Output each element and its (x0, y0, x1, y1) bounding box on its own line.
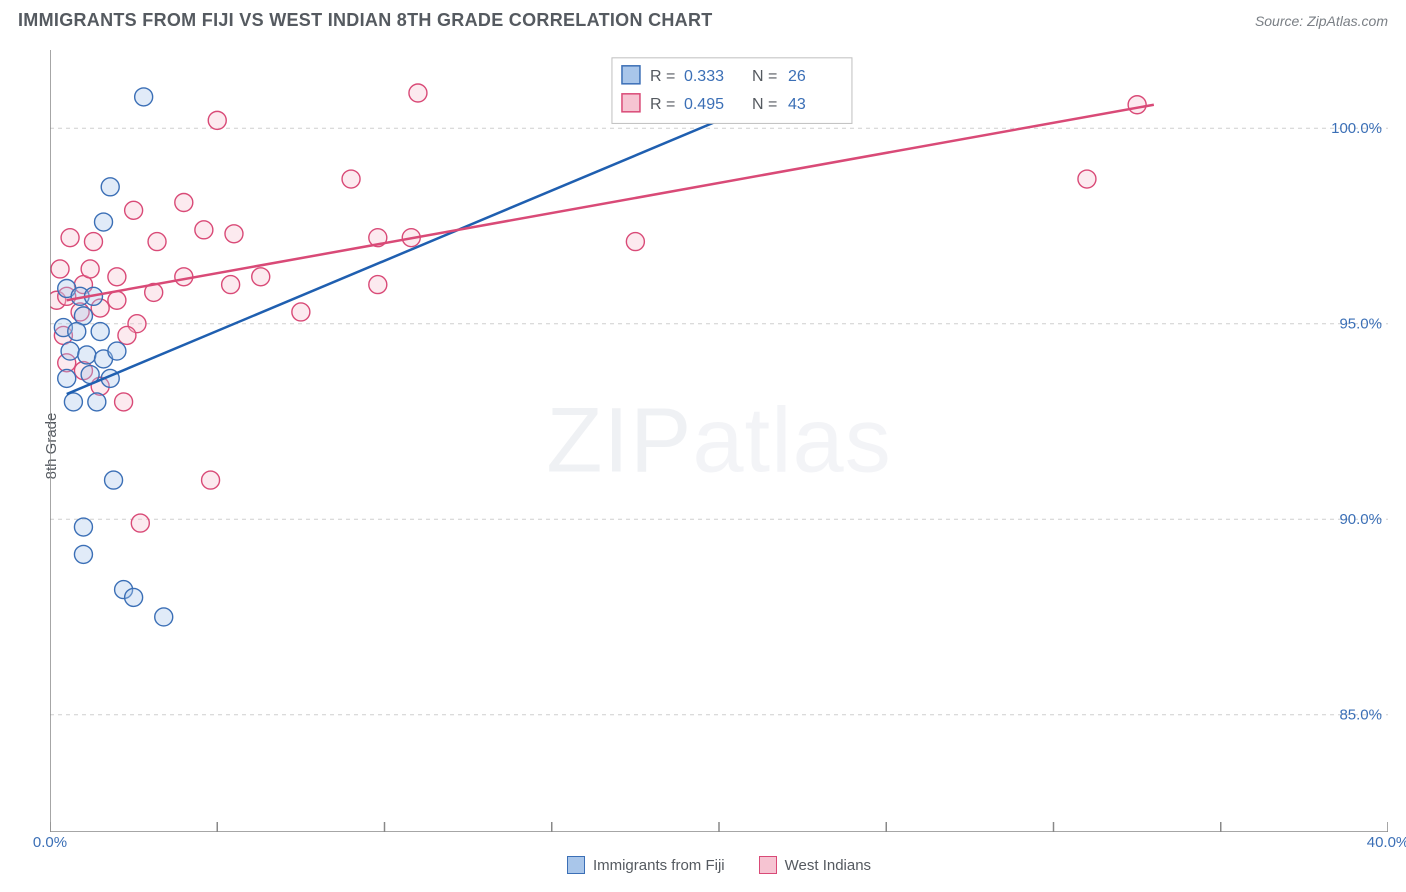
svg-text:95.0%: 95.0% (1339, 316, 1382, 333)
data-point (292, 303, 310, 321)
data-point (175, 193, 193, 211)
data-point (225, 225, 243, 243)
data-point (61, 342, 79, 360)
bottom-legend: Immigrants from Fiji West Indians (50, 856, 1388, 874)
legend-item-west-indians: West Indians (759, 856, 871, 874)
data-point (78, 346, 96, 364)
data-point (84, 233, 102, 251)
data-point (118, 326, 136, 344)
data-point (1078, 170, 1096, 188)
data-point (202, 471, 220, 489)
legend-swatch-fiji (567, 856, 585, 874)
data-point (626, 233, 644, 251)
data-point (68, 323, 86, 341)
x-tick-label: 0.0% (33, 834, 67, 851)
svg-text:R =: R = (650, 96, 675, 113)
x-tick-label: 40.0% (1367, 834, 1406, 851)
corr-swatch (622, 66, 640, 84)
source-attribution: Source: ZipAtlas.com (1255, 13, 1388, 29)
data-point (409, 84, 427, 102)
data-point (74, 518, 92, 536)
data-point (95, 213, 113, 231)
data-point (131, 514, 149, 532)
data-point (135, 88, 153, 106)
data-point (1128, 96, 1146, 114)
data-point (61, 229, 79, 247)
data-point (195, 221, 213, 239)
corr-swatch (622, 94, 640, 112)
data-point (222, 276, 240, 294)
data-point (51, 260, 69, 278)
data-point (108, 342, 126, 360)
data-point (175, 268, 193, 286)
data-point (64, 393, 82, 411)
chart-title: IMMIGRANTS FROM FIJI VS WEST INDIAN 8TH … (18, 10, 713, 31)
trend-line (67, 105, 1154, 300)
legend-label-fiji: Immigrants from Fiji (593, 857, 725, 874)
data-point (81, 260, 99, 278)
data-point (208, 111, 226, 129)
data-point (101, 178, 119, 196)
data-point (148, 233, 166, 251)
data-point (108, 268, 126, 286)
svg-text:90.0%: 90.0% (1339, 511, 1382, 528)
svg-text:26: 26 (788, 68, 806, 85)
legend-label-west-indians: West Indians (785, 857, 871, 874)
chart-area: 85.0% 90.0% 95.0% 100.0% R = 0.333 N = 26 R = 0.… (50, 50, 1388, 832)
data-point (105, 471, 123, 489)
data-point (88, 393, 106, 411)
svg-text:43: 43 (788, 96, 806, 113)
svg-text:N =: N = (752, 96, 777, 113)
data-point (252, 268, 270, 286)
scatter-chart-svg: 85.0% 90.0% 95.0% 100.0% R = 0.333 N = 26 R = 0.… (50, 50, 1388, 832)
data-point (115, 393, 133, 411)
svg-text:R =: R = (650, 68, 675, 85)
svg-text:0.495: 0.495 (684, 96, 724, 113)
legend-swatch-west-indians (759, 856, 777, 874)
legend-item-fiji: Immigrants from Fiji (567, 856, 725, 874)
data-point (74, 545, 92, 563)
data-point (108, 291, 126, 309)
data-point (125, 201, 143, 219)
svg-text:N =: N = (752, 68, 777, 85)
data-point (155, 608, 173, 626)
svg-text:100.0%: 100.0% (1331, 120, 1382, 137)
data-point (91, 323, 109, 341)
correlation-box (612, 58, 852, 124)
data-point (342, 170, 360, 188)
svg-text:85.0%: 85.0% (1339, 707, 1382, 724)
x-axis-row: 0.0%40.0% Immigrants from Fiji West Indi… (50, 834, 1388, 882)
data-point (125, 588, 143, 606)
trend-line (67, 120, 719, 394)
data-point (369, 276, 387, 294)
svg-text:0.333: 0.333 (684, 68, 724, 85)
data-point (58, 369, 76, 387)
